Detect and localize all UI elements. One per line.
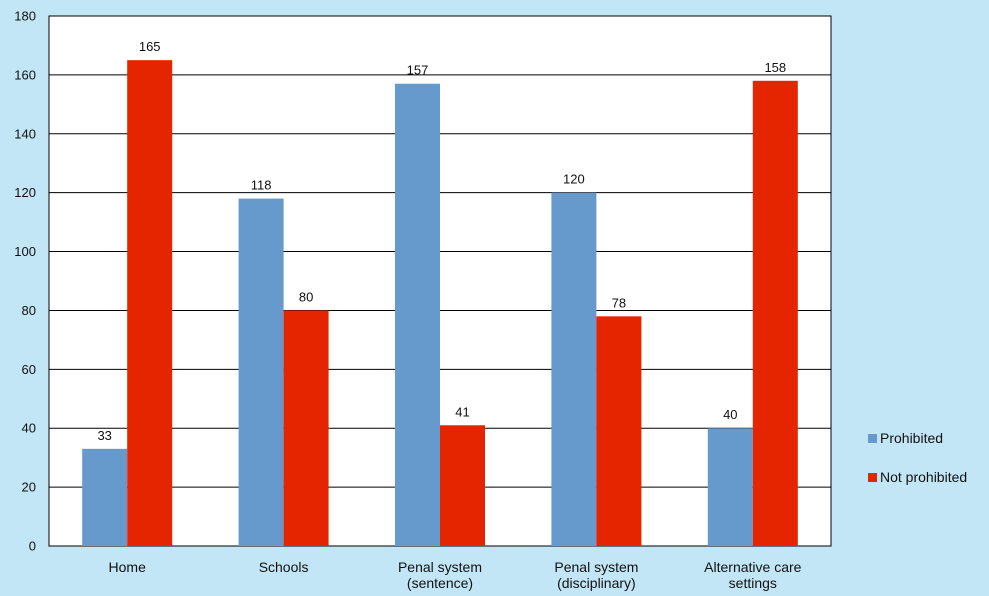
data-label: 158 bbox=[764, 60, 786, 75]
data-label: 33 bbox=[97, 428, 111, 443]
bar-1-1 bbox=[283, 310, 329, 546]
legend-swatch bbox=[868, 473, 877, 482]
y-tick-label: 60 bbox=[22, 362, 36, 377]
legend-label: Prohibited bbox=[880, 430, 943, 446]
y-tick-label: 20 bbox=[22, 480, 36, 495]
x-category-label: (sentence) bbox=[407, 575, 473, 591]
value-labels: 33 165 118 80 157 41 120 78 40 158 bbox=[97, 39, 786, 443]
y-tick-label: 180 bbox=[14, 9, 36, 24]
legend: Prohibited Not prohibited bbox=[868, 430, 967, 485]
y-tick-label: 80 bbox=[22, 303, 36, 318]
y-tick-label: 120 bbox=[14, 185, 36, 200]
data-label: 165 bbox=[139, 39, 161, 54]
bar-1-3 bbox=[596, 316, 642, 546]
y-tick-label: 140 bbox=[14, 126, 36, 141]
x-category-label: settings bbox=[729, 575, 777, 591]
data-label: 80 bbox=[299, 289, 313, 304]
bar-0-0 bbox=[82, 448, 128, 546]
data-label: 120 bbox=[563, 172, 585, 187]
legend-swatch bbox=[868, 434, 877, 443]
data-label: 41 bbox=[455, 404, 469, 419]
x-category-label: Penal system bbox=[554, 559, 638, 575]
data-label: 118 bbox=[251, 178, 272, 193]
y-axis-ticks: 0 20 40 60 80 100 120 140 160 180 bbox=[14, 9, 36, 554]
bar-1-2 bbox=[440, 425, 485, 546]
y-tick-label: 40 bbox=[22, 421, 36, 436]
bar-1-0 bbox=[127, 60, 173, 547]
x-category-label: Home bbox=[109, 559, 147, 575]
bar-1-4 bbox=[752, 80, 798, 547]
legend-label: Not prohibited bbox=[880, 469, 967, 485]
y-tick-label: 0 bbox=[29, 539, 36, 554]
bar-0-4 bbox=[707, 428, 753, 546]
data-label: 40 bbox=[723, 407, 737, 422]
x-category-label: Alternative care bbox=[704, 559, 801, 575]
bar-0-3 bbox=[551, 192, 597, 546]
bar-0-2 bbox=[395, 83, 440, 546]
bar-0-1 bbox=[238, 198, 284, 547]
x-category-label: Penal system bbox=[398, 559, 482, 575]
bars bbox=[82, 60, 798, 547]
y-tick-label: 160 bbox=[14, 67, 36, 82]
x-axis-categories: Home Schools Penal system(sentence)Penal s… bbox=[109, 559, 802, 591]
x-category-label: (disciplinary) bbox=[557, 575, 636, 591]
y-tick-label: 100 bbox=[14, 244, 36, 259]
data-label: 78 bbox=[612, 295, 626, 310]
data-label: 157 bbox=[407, 63, 429, 78]
x-category-label: Schools bbox=[259, 559, 309, 575]
